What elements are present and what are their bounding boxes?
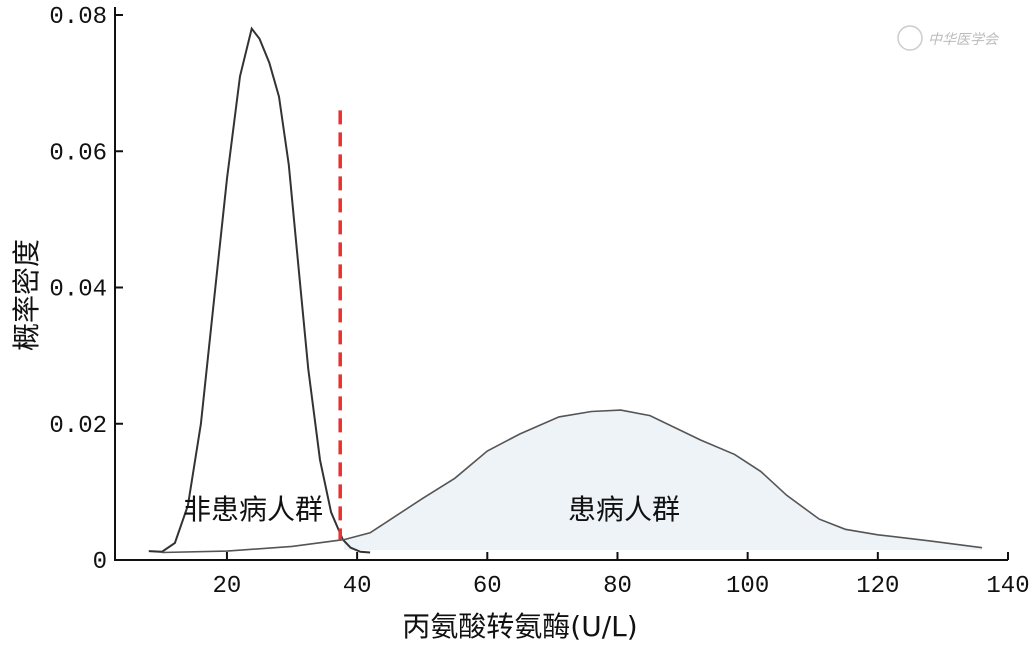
x-axis-label: 丙氨酸转氨酶(U/L): [402, 610, 637, 643]
y-tick-label: 0.04: [49, 277, 107, 304]
y-tick-label: 0.02: [49, 413, 107, 440]
x-tick-label: 80: [603, 573, 632, 600]
watermark-text: 中华医学会: [928, 32, 1000, 48]
x-tick-label: 140: [986, 573, 1029, 600]
x-tick-label: 60: [473, 573, 502, 600]
x-tick-label: 20: [213, 573, 242, 600]
patient-curve: [161, 409, 983, 554]
annotation-patient: 患病人群: [568, 493, 680, 526]
x-tick-label: 120: [856, 573, 899, 600]
x-tick-label: 40: [343, 573, 372, 600]
y-axis-label: 概率密度: [10, 239, 43, 351]
watermark-logo: 中华医学会: [897, 25, 1000, 51]
x-tick-label: 100: [726, 573, 769, 600]
non-patient-curve: [148, 26, 371, 554]
y-tick-label: 0.08: [49, 4, 107, 31]
y-tick-label: 0.06: [49, 140, 107, 167]
y-tick-label: 0: [93, 549, 107, 576]
patient-area-fill: [344, 410, 983, 550]
annotation-non-patient: 非患病人群: [183, 493, 323, 526]
